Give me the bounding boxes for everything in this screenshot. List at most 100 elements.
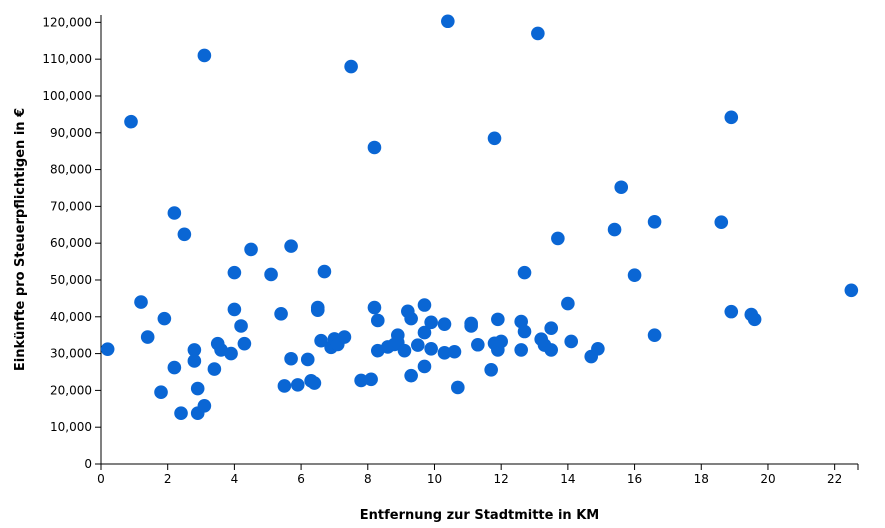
data-point bbox=[124, 114, 138, 129]
x-tick-label: 16 bbox=[627, 472, 642, 486]
y-tick-label: 60,000 bbox=[50, 236, 92, 250]
data-point bbox=[370, 313, 385, 328]
x-tick-label: 8 bbox=[364, 472, 372, 486]
y-tick-label: 30,000 bbox=[50, 347, 92, 361]
x-tick-label: 4 bbox=[231, 472, 239, 486]
data-point bbox=[284, 239, 298, 253]
data-point bbox=[157, 311, 172, 326]
y-tick-label: 80,000 bbox=[50, 163, 92, 177]
data-point bbox=[367, 300, 382, 315]
data-point bbox=[190, 381, 205, 396]
data-point bbox=[714, 215, 729, 230]
data-point bbox=[627, 268, 642, 282]
data-point bbox=[140, 330, 155, 344]
data-point bbox=[494, 334, 508, 349]
data-point bbox=[417, 325, 432, 340]
data-point bbox=[544, 343, 558, 357]
data-point bbox=[167, 206, 182, 220]
x-tick-label: 6 bbox=[297, 472, 305, 486]
data-point bbox=[487, 131, 502, 146]
y-tick-label: 40,000 bbox=[50, 310, 92, 324]
y-tick-label: 100,000 bbox=[42, 89, 92, 103]
y-tick-label: 70,000 bbox=[50, 199, 92, 213]
y-tick-label: 90,000 bbox=[50, 126, 92, 140]
data-point bbox=[354, 373, 368, 388]
data-point bbox=[424, 315, 438, 330]
x-tick-label: 14 bbox=[560, 472, 575, 486]
x-tick-label: 22 bbox=[827, 472, 842, 486]
data-point bbox=[310, 300, 325, 315]
data-point bbox=[724, 304, 739, 319]
data-point bbox=[437, 346, 452, 360]
data-point bbox=[237, 336, 252, 351]
data-point bbox=[367, 140, 382, 155]
data-point bbox=[517, 265, 532, 280]
x-tick-label: 10 bbox=[427, 472, 442, 486]
data-point bbox=[167, 360, 182, 375]
x-tick-label: 20 bbox=[760, 472, 775, 486]
data-point bbox=[290, 378, 305, 392]
data-point bbox=[447, 344, 462, 359]
data-point bbox=[514, 343, 528, 357]
data-point bbox=[207, 362, 222, 376]
y-tick-label: 0 bbox=[84, 457, 92, 471]
data-point bbox=[244, 242, 258, 257]
data-point bbox=[424, 342, 438, 356]
data-point bbox=[174, 406, 188, 421]
x-axis-title: Entfernung zur Stadtmitte in KM bbox=[360, 508, 599, 523]
x-tick-label: 0 bbox=[97, 472, 105, 486]
data-point bbox=[300, 352, 315, 367]
data-point bbox=[561, 296, 575, 311]
data-point bbox=[411, 338, 425, 352]
y-tick-label: 50,000 bbox=[50, 273, 92, 287]
data-point bbox=[724, 110, 739, 125]
data-point bbox=[177, 227, 192, 242]
data-point bbox=[417, 298, 432, 312]
data-point bbox=[397, 343, 412, 358]
data-point bbox=[234, 319, 248, 333]
x-tick-label: 2 bbox=[164, 472, 172, 486]
data-point bbox=[437, 317, 452, 331]
data-point bbox=[197, 48, 212, 63]
data-point bbox=[100, 342, 115, 356]
data-point bbox=[551, 231, 565, 246]
y-axis: 0 10,000 20,000 30,000 40,000 50,000 60,000 70,… bbox=[42, 15, 102, 471]
data-point bbox=[344, 59, 358, 74]
data-point bbox=[484, 362, 498, 377]
data-point bbox=[844, 283, 859, 298]
data-point bbox=[134, 295, 148, 309]
data-point bbox=[187, 354, 202, 368]
data-point bbox=[531, 26, 545, 41]
data-point bbox=[277, 379, 292, 393]
data-point bbox=[607, 222, 622, 237]
data-point bbox=[227, 265, 242, 280]
x-tick-label: 18 bbox=[694, 472, 709, 486]
data-point bbox=[197, 399, 212, 413]
data-point bbox=[491, 312, 505, 327]
data-point bbox=[564, 334, 579, 349]
data-point bbox=[451, 380, 465, 395]
data-point bbox=[284, 351, 298, 366]
data-point bbox=[364, 372, 378, 387]
y-tick-label: 120,000 bbox=[42, 15, 92, 29]
data-point bbox=[647, 215, 662, 229]
data-point bbox=[274, 307, 288, 321]
data-point bbox=[337, 330, 352, 344]
data-point bbox=[464, 316, 478, 331]
data-point bbox=[404, 368, 418, 383]
data-point bbox=[471, 337, 485, 352]
x-tick-label: 12 bbox=[494, 472, 509, 486]
data-point bbox=[404, 311, 418, 326]
data-point bbox=[317, 264, 332, 279]
y-tick-label: 110,000 bbox=[42, 52, 92, 66]
data-point bbox=[154, 385, 168, 400]
data-point bbox=[647, 328, 662, 342]
data-point bbox=[591, 342, 605, 356]
data-points bbox=[100, 14, 859, 421]
data-point bbox=[441, 14, 455, 29]
y-tick-label: 10,000 bbox=[50, 420, 92, 434]
data-point bbox=[224, 346, 238, 361]
data-point bbox=[314, 333, 328, 348]
data-point bbox=[264, 267, 278, 282]
